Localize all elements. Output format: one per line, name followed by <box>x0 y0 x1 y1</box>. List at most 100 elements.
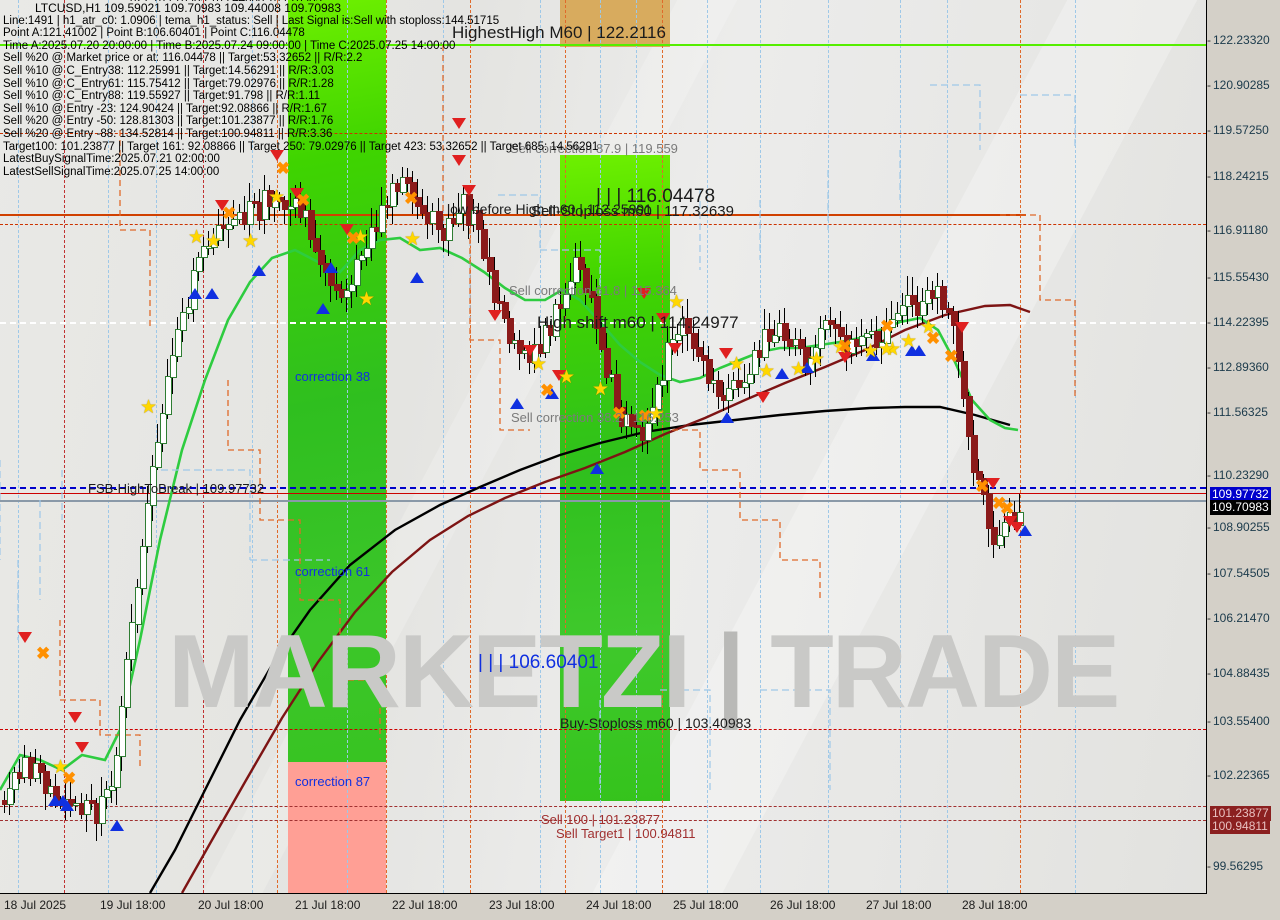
candle-body <box>456 213 463 224</box>
highest-high-label: HighestHigh M60 | 122.2116 <box>452 23 666 42</box>
symbol-ohlc-line: LTCUSD,H1 109.59021 109.70983 109.44008 … <box>35 1 342 15</box>
candle-body <box>7 788 14 805</box>
star-signal-icon: ★ <box>728 354 746 375</box>
buy-arrow-icon <box>866 350 880 361</box>
candle-body <box>487 257 494 272</box>
candle-body <box>879 342 886 348</box>
candle-body <box>594 296 601 329</box>
star-signal-icon: ★ <box>920 317 938 338</box>
correction-61-label: correction 61 <box>295 564 371 579</box>
candle-wick <box>835 318 836 344</box>
time-tick: 18 Jul 2025 <box>4 898 67 912</box>
star-signal-icon: ★ <box>592 379 610 400</box>
background-sheen <box>540 0 1206 893</box>
level-sell-corr-879 <box>0 133 1206 134</box>
star-signal-icon: ★ <box>832 337 850 358</box>
fsb-high-to-break-label: FSB-HighToBreak | 109.97732 <box>88 481 265 496</box>
candle-body <box>354 259 361 286</box>
price-tick: -111.56325 <box>1207 405 1268 419</box>
star-signal-icon: ★ <box>558 367 576 388</box>
candle-body <box>405 177 412 184</box>
candle-wick <box>254 193 255 208</box>
candle-body <box>828 320 835 325</box>
sell-arrow-icon <box>838 352 852 363</box>
candle-body <box>716 380 723 397</box>
candle-body <box>655 384 662 410</box>
candle-body <box>645 423 652 441</box>
time-tick: 19 Jul 18:00 <box>100 898 166 912</box>
cross-signal-icon: ✖ <box>404 189 419 208</box>
chart-plot-area[interactable]: MARKETZI | TRADE ★ ★ ★ ★ ★ ★ ★ ★ ★ ★ ★ ★ ★ ★ ★ ★ ★ ★ ★ ★ ★ ★ ★… <box>0 0 1207 894</box>
candle-body <box>614 374 621 409</box>
candle-body <box>813 347 820 360</box>
star-signal-icon: ★ <box>404 229 422 250</box>
candle-body <box>196 257 203 272</box>
star-signal-icon: ★ <box>900 331 918 352</box>
cross-signal-icon: ✖ <box>296 191 311 210</box>
buy-arrow-icon <box>800 362 814 373</box>
candle-body <box>568 281 575 295</box>
candle-body <box>226 224 233 230</box>
candle-wick <box>208 231 209 255</box>
watermark-left: MARKETZI <box>168 614 691 730</box>
candle-body <box>446 218 453 241</box>
candle-body <box>170 355 177 378</box>
candle-body <box>400 177 407 193</box>
star-signal-icon: ★ <box>52 757 70 778</box>
info-line: Target100: 101.23877 || Target 161: 92.0… <box>3 140 599 153</box>
candle-body <box>599 327 606 350</box>
candle-body <box>833 324 840 329</box>
sell-arrow-icon <box>955 322 969 333</box>
candle-body <box>747 374 754 384</box>
candle-body <box>247 201 254 225</box>
candle-body <box>976 471 983 480</box>
candle-body <box>109 786 116 791</box>
candle-body <box>864 333 871 338</box>
grid-vline <box>1075 0 1076 893</box>
watermark-separator: | <box>716 614 745 730</box>
star-signal-icon: ★ <box>352 227 370 248</box>
candle-body <box>966 396 973 437</box>
sell-arrow-icon <box>552 370 566 381</box>
candle-body <box>940 286 947 310</box>
star-signal-icon: ★ <box>884 339 902 360</box>
sell-arrow-icon <box>68 712 82 723</box>
sell-arrow-icon <box>215 200 229 211</box>
candle-body <box>910 295 917 305</box>
buy-arrow-icon <box>590 463 604 474</box>
price-axis[interactable]: -122.23320 -120.90285 -119.57250 -118.24215… <box>1207 0 1280 893</box>
cross-signal-icon: ✖ <box>926 329 941 348</box>
buy-arrow-icon <box>188 288 202 299</box>
buy-stoploss-label: Buy-Stoploss m60 | 103.40983 <box>560 715 752 731</box>
candle-body <box>334 284 341 291</box>
candle-body <box>145 503 152 547</box>
buy-arrow-icon <box>205 288 219 299</box>
sell-target-badge: 100.94811 <box>1210 819 1270 834</box>
sell-corr-618-label: Sell correction 61.8 | 115.364 <box>509 283 677 298</box>
candle-body <box>155 442 162 468</box>
candle-body <box>782 323 789 341</box>
candle-body <box>492 270 499 303</box>
candle-body <box>920 301 927 316</box>
sell-arrow-icon <box>523 345 537 356</box>
price-tick: -102.22365 <box>1207 768 1270 782</box>
candle-wick <box>636 420 637 437</box>
candle-body <box>349 284 356 292</box>
candle-body <box>889 319 896 328</box>
sell-arrow-icon <box>270 150 284 161</box>
candle-body <box>563 294 570 309</box>
star-signal-icon: ★ <box>140 397 158 418</box>
star-signal-icon: ★ <box>878 339 896 360</box>
candle-body <box>231 219 238 226</box>
candle-wick <box>499 287 500 310</box>
candle-wick <box>458 193 459 227</box>
cross-signal-icon: ✖ <box>1000 499 1015 518</box>
candle-body <box>874 331 881 348</box>
candle-body <box>986 493 993 529</box>
cross-signal-icon: ✖ <box>612 404 627 423</box>
buy-arrow-icon <box>510 398 524 409</box>
candle-body <box>186 307 193 314</box>
star-signal-icon: ★ <box>668 292 686 313</box>
time-axis[interactable]: 18 Jul 2025 19 Jul 18:00 20 Jul 18:00 21 Ju… <box>0 894 1280 920</box>
candle-body <box>201 246 208 258</box>
